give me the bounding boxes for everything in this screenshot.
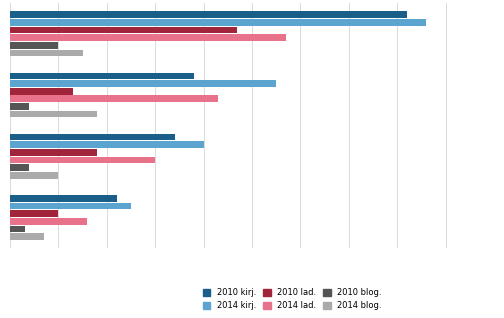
Bar [10,50,83,56]
Bar [10,210,58,217]
Bar [10,203,131,209]
Bar [10,27,237,33]
Bar [10,11,407,18]
Bar [10,103,29,110]
Bar [10,218,88,225]
Legend: 2010 kirj., 2014 kirj., 2010 lad., 2014 lad., 2010 blog., 2014 blog.: 2010 kirj., 2014 kirj., 2010 lad., 2014 … [200,285,385,314]
Bar [10,34,286,41]
Bar [10,172,58,179]
Bar [10,111,97,117]
Bar [10,157,155,163]
Bar [10,149,97,156]
Bar [10,164,29,171]
Bar [10,19,426,26]
Bar [10,95,218,102]
Bar [10,195,116,202]
Bar [10,80,276,87]
Bar [10,225,25,232]
Bar [10,142,204,148]
Bar [10,233,44,240]
Bar [10,42,58,49]
Bar [10,73,194,79]
Bar [10,134,174,141]
Bar [10,88,73,94]
